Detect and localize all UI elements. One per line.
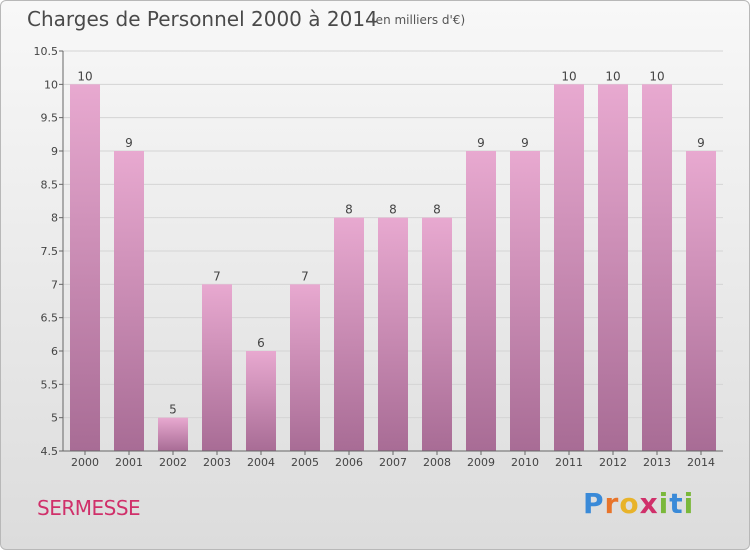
bar-2006	[334, 217, 364, 451]
x-tick-label: 2005	[291, 456, 319, 469]
logo-letter: i	[683, 487, 695, 520]
bar-2000	[70, 84, 100, 451]
y-axis: 4.5 5 5.5 6 6.5 7 7.5 8 8.5 9 9.5 10 10.5	[34, 45, 64, 458]
bar-value-label: 8	[433, 203, 441, 217]
x-axis: 2000 2001 2002 2003 2004 2005 2006 2007 2008 2009…	[63, 450, 723, 469]
bar-2001	[114, 151, 144, 451]
logo-letter: r	[604, 487, 620, 520]
y-tick-label: 6.5	[41, 312, 59, 325]
x-tick-label: 2007	[379, 456, 407, 469]
bar-2004	[246, 351, 276, 451]
bar-value-label: 8	[389, 203, 397, 217]
chart-unit-subtitle: (en milliers d'€)	[371, 13, 466, 27]
bar-2011	[554, 84, 584, 451]
proxiti-logo: Proxiti	[583, 487, 694, 520]
bar-value-label: 6	[257, 336, 265, 350]
x-tick-label: 2013	[643, 456, 671, 469]
y-tick-label: 10.5	[34, 45, 59, 58]
x-tick-label: 2009	[467, 456, 495, 469]
bar-value-label: 9	[125, 136, 133, 150]
y-tick-label: 7.5	[41, 245, 59, 258]
commune-name: SERMESSE	[37, 496, 141, 520]
x-tick-label: 2003	[203, 456, 231, 469]
bar-2008	[422, 217, 452, 451]
y-tick-label: 10	[44, 78, 58, 91]
x-tick-label: 2008	[423, 456, 451, 469]
bar-2005	[290, 284, 320, 451]
x-tick-label: 2010	[511, 456, 539, 469]
chart-title: Charges de Personnel 2000 à 2014	[27, 7, 378, 31]
y-tick-label: 7	[51, 278, 58, 291]
bar-2002	[158, 417, 188, 451]
y-tick-label: 5.5	[41, 378, 59, 391]
bar-2013	[642, 84, 672, 451]
bar-value-label: 9	[521, 136, 529, 150]
bars: 10 9 5 7 6 7 8 8 8 9 9 10 10 10 9	[70, 69, 716, 451]
bar-value-label: 10	[649, 69, 664, 83]
logo-letter: i	[658, 487, 670, 520]
bar-value-label: 9	[697, 136, 705, 150]
bar-2014	[686, 151, 716, 451]
bar-value-label: 7	[301, 269, 309, 283]
logo-letter: P	[583, 487, 605, 520]
bar-2003	[202, 284, 232, 451]
y-tick-label: 9.5	[41, 112, 59, 125]
bar-2012	[598, 84, 628, 451]
bar-2009	[466, 151, 496, 451]
y-tick-label: 9	[51, 145, 58, 158]
bar-value-label: 10	[77, 69, 92, 83]
y-tick-label: 8	[51, 212, 58, 225]
x-tick-label: 2002	[159, 456, 187, 469]
bar-2010	[510, 151, 540, 451]
logo-letter: x	[639, 487, 659, 520]
y-tick-label: 5	[51, 412, 58, 425]
bar-2007	[378, 217, 408, 451]
x-tick-label: 2011	[555, 456, 583, 469]
x-tick-label: 2006	[335, 456, 363, 469]
bar-value-label: 8	[345, 203, 353, 217]
x-tick-label: 2004	[247, 456, 275, 469]
bar-value-label: 10	[561, 69, 576, 83]
bar-value-label: 9	[477, 136, 485, 150]
bar-value-label: 5	[169, 403, 177, 417]
x-tick-label: 2014	[687, 456, 715, 469]
x-tick-label: 2000	[71, 456, 99, 469]
bar-value-label: 7	[213, 269, 221, 283]
y-tick-label: 8.5	[41, 178, 59, 191]
x-tick-label: 2001	[115, 456, 143, 469]
logo-letter: t	[669, 487, 684, 520]
x-tick-label: 2012	[599, 456, 627, 469]
y-tick-label: 4.5	[41, 445, 59, 458]
logo-letter: o	[619, 487, 640, 520]
bar-value-label: 10	[605, 69, 620, 83]
y-tick-label: 6	[51, 345, 58, 358]
